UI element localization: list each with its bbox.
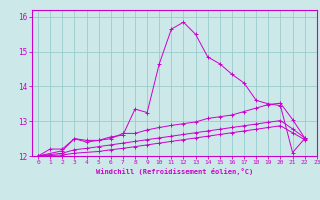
X-axis label: Windchill (Refroidissement éolien,°C): Windchill (Refroidissement éolien,°C) (96, 168, 253, 175)
